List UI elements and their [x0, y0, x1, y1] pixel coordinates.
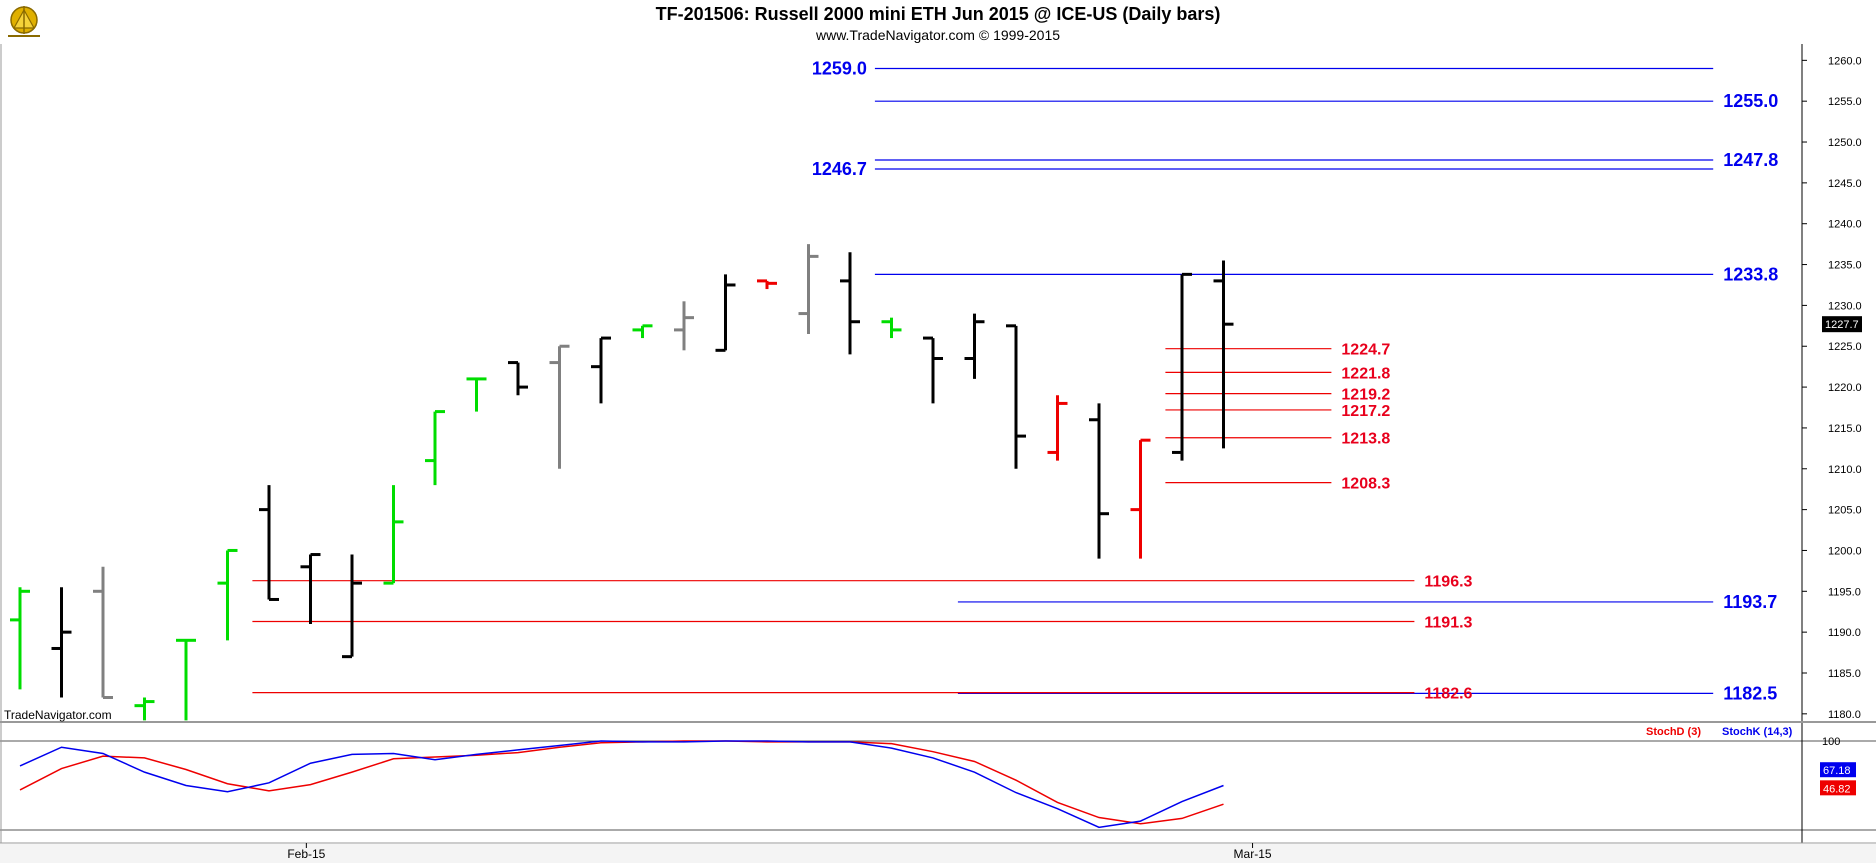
y-tick-label: 1195.0 [1828, 586, 1861, 598]
ohlc-bar [383, 485, 404, 585]
ohlc-bar [881, 317, 902, 339]
ohlc-bar [466, 377, 487, 412]
y-tick-label: 1220.0 [1828, 382, 1862, 394]
ohlc-bar [425, 410, 445, 486]
level-label: 1182.5 [1723, 683, 1777, 703]
level-label: 1233.8 [1723, 264, 1778, 284]
ohlc-bar [1213, 260, 1234, 449]
stoch-k-value-box [1820, 762, 1856, 778]
ohlc-bar [798, 244, 819, 334]
ohlc-bar [1130, 438, 1151, 559]
stochastic-pane: StochD (3) StochK (14,3) 100 67.18 46.82 [0, 726, 1876, 831]
chart-title: TF-201506: Russell 2000 mini ETH Jun 201… [656, 4, 1221, 24]
ohlc-bar [591, 336, 611, 404]
level-label: 1193.7 [1723, 592, 1777, 612]
ohlc-bar [715, 274, 736, 352]
y-tick-label: 1215.0 [1828, 423, 1862, 435]
stoch-k-value: 67.18 [1823, 765, 1851, 777]
y-tick-label: 1245.0 [1828, 178, 1862, 190]
ohlc-bar [508, 361, 528, 396]
level-label: 1246.7 [812, 159, 867, 179]
ohlc-bar [674, 301, 694, 351]
ohlc-bar [10, 587, 30, 690]
level-label: 1247.8 [1723, 150, 1778, 170]
stoch-d-value: 46.82 [1823, 783, 1851, 795]
ohlc-bar [300, 553, 321, 624]
y-tick-label: 1190.0 [1828, 627, 1861, 639]
y-tick-label: 1240.0 [1828, 219, 1862, 231]
ohlc-bar [1006, 324, 1026, 469]
ohlc-bar [1047, 395, 1068, 461]
ohlc-bar [1089, 403, 1109, 559]
watermark-text: TradeNavigator.com [4, 708, 112, 722]
x-tick-label: Mar-15 [1234, 847, 1272, 861]
header-bar [0, 0, 1876, 44]
level-label: 1196.3 [1424, 574, 1472, 591]
y-tick-label: 1230.0 [1828, 300, 1862, 312]
level-label: 1255.0 [1723, 91, 1778, 111]
ohlc-bar [51, 587, 72, 698]
y-tick-label: 1255.0 [1828, 96, 1862, 108]
ohlc-bar [923, 336, 943, 404]
ohlc-bar [217, 548, 238, 641]
y-tick-label: 1235.0 [1828, 260, 1862, 272]
ohlc-bar [342, 554, 362, 659]
stoch-d-value-box [1820, 780, 1856, 796]
stoch-d-line [19, 740, 1224, 825]
y-tick-label: 1260.0 [1828, 55, 1862, 67]
time-axis-bg [0, 844, 1876, 863]
y-tick-label: 1225.0 [1828, 341, 1862, 353]
ohlc-bar [632, 324, 653, 339]
y-tick-label: 1180.0 [1828, 709, 1861, 721]
sextant-logo-icon [8, 6, 40, 37]
chart-subtitle: www.TradeNavigator.com © 1999-2015 [815, 27, 1060, 43]
last-price-label: 1227.7 [1825, 319, 1859, 331]
last-price-box [1822, 316, 1862, 333]
ohlc-bar [840, 252, 860, 355]
time-axis: Feb-15 Mar-15 [287, 843, 1272, 861]
level-label: 1191.3 [1424, 615, 1472, 632]
level-label: 1208.3 [1341, 476, 1390, 493]
y-tick-label: 1200.0 [1828, 545, 1862, 557]
ohlc-bar [757, 279, 777, 290]
y-tick-label: 1185.0 [1828, 668, 1861, 680]
price-axis: 1180.0 1185.0 1190.0 1195.0 1200.0 1205.0 1210… [1802, 55, 1862, 721]
level-label: 1219.2 [1341, 387, 1390, 404]
level-label: 1221.8 [1341, 365, 1390, 382]
ohlc-bar [964, 313, 985, 379]
x-tick-label: Feb-15 [287, 847, 325, 861]
ohlc-bar [176, 638, 196, 721]
ohlc-bar [93, 566, 113, 699]
stoch-top-label: 100 [1822, 736, 1840, 748]
level-label: 1217.2 [1341, 403, 1390, 420]
level-label: 1182.6 [1424, 686, 1472, 703]
level-label: 1213.8 [1341, 431, 1390, 448]
level-label: 1224.7 [1341, 342, 1390, 359]
price-pane: 1259.0 1255.0 1247.8 1246.7 1233.8 1193.7 1182… [10, 59, 1778, 721]
ohlc-bar [1172, 272, 1192, 461]
stoch-d-legend: StochD (3) [1646, 726, 1701, 738]
stoch-k-legend: StochK (14,3) [1722, 726, 1793, 738]
stoch-k-line [19, 740, 1224, 829]
ohlc-bar [259, 485, 279, 601]
y-tick-label: 1210.0 [1828, 464, 1862, 476]
level-label: 1259.0 [812, 59, 867, 79]
ohlc-bar [134, 697, 155, 721]
ohlc-bar [549, 344, 570, 469]
y-tick-label: 1250.0 [1828, 137, 1862, 149]
y-tick-label: 1205.0 [1828, 505, 1862, 517]
